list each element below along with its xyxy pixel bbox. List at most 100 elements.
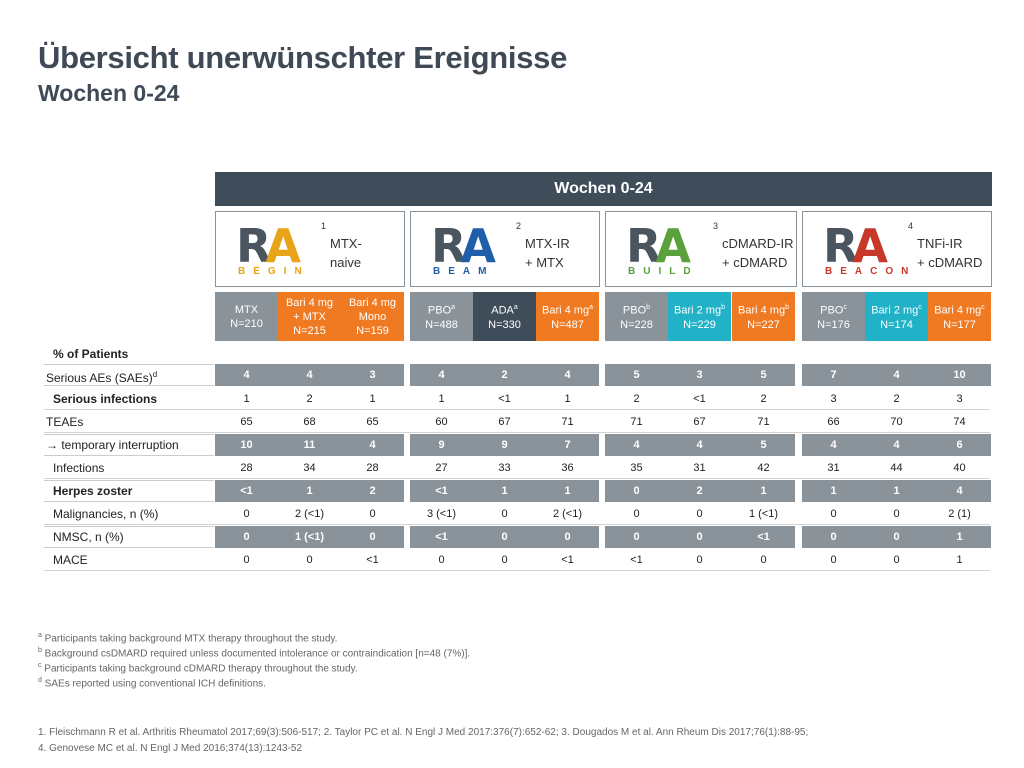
table-cell: 5 [760, 439, 767, 451]
study-population: MTX-IR + MTX [525, 236, 570, 270]
table-cell: 2 [306, 393, 313, 405]
table-cell: 1 [306, 485, 313, 497]
table-cell: 0 [633, 531, 640, 543]
table-cell: 74 [953, 416, 966, 428]
table-cell: 10 [953, 369, 966, 381]
row-shade-band [215, 364, 404, 386]
table-cell: <1 [366, 554, 379, 566]
table-cell: 42 [757, 462, 770, 474]
table-cell: 4 [306, 369, 313, 381]
table-cell: 0 [830, 531, 837, 543]
table-cell: 71 [630, 416, 643, 428]
study-box-beam: RA BEAM 2 MTX-IR + MTX [410, 211, 600, 287]
table-cell: 0 [501, 531, 508, 543]
table-cell: 2 (<1) [294, 508, 325, 520]
study-reference-number: 3 [713, 221, 719, 231]
table-row: Herpes zoster <1 1 2 <1 1 1 0 2 1 1 1 4 [44, 480, 991, 502]
table-cell: 1 [760, 485, 767, 497]
table-cell: 4 [956, 485, 963, 497]
table-cell: 4 [893, 369, 900, 381]
study-reference-number: 2 [516, 221, 522, 231]
table-cell: 67 [498, 416, 511, 428]
table-cell: 4 [369, 439, 376, 451]
row-shade-band [410, 434, 599, 456]
table-cell: 70 [890, 416, 903, 428]
table-cell: 2 [760, 393, 767, 405]
table-cell: 3 [830, 393, 837, 405]
row-shade-band [802, 480, 991, 502]
table-cell: 71 [561, 416, 574, 428]
table-cell: 28 [240, 462, 253, 474]
footnote: b Background csDMARD required unless doc… [38, 647, 471, 660]
page-subtitle: Wochen 0-24 [38, 80, 180, 106]
table-cell: 2 [369, 485, 376, 497]
table-cell: 28 [366, 462, 379, 474]
table-cell: 0 [243, 531, 250, 543]
table-cell: 2 [633, 393, 640, 405]
arm-header: Bari 4 mgc N=177 [928, 292, 991, 341]
row-shade-band [802, 364, 991, 386]
table-cell: 0 [369, 508, 376, 520]
table-cell: 35 [630, 462, 643, 474]
table-cell: 68 [303, 416, 316, 428]
table-cell: 4 [893, 439, 900, 451]
table-row: TEAEs 65 68 65 60 67 71 71 67 71 66 70 74 [44, 411, 990, 433]
table-cell: 31 [693, 462, 706, 474]
table-cell: 0 [501, 508, 508, 520]
ra-logo-mark: RA [626, 219, 691, 273]
table-cell: <1 [693, 393, 706, 405]
table-cell: 0 [564, 531, 571, 543]
reference-line: 1. Fleischmann R et al. Arthritis Rheuma… [38, 727, 809, 738]
table-cell: 1 [956, 531, 963, 543]
table-row: MACE 0 0 <1 0 0 <1 <1 0 0 0 0 1 [44, 549, 990, 571]
table-cell: 0 [243, 508, 250, 520]
table-cell: 10 [240, 439, 253, 451]
row-shade-band [215, 526, 404, 548]
row-label-background [44, 526, 214, 548]
table-cell: 9 [501, 439, 508, 451]
weeks-header-bar: Wochen 0-24 [215, 172, 992, 206]
study-logo-word: BUILD [628, 266, 699, 277]
row-shade-band [410, 480, 599, 502]
table-cell: 1 [893, 485, 900, 497]
table-cell: 0 [438, 554, 445, 566]
row-shade-band [215, 434, 404, 456]
arm-header: Bari 4 mg Mono N=159 [341, 292, 404, 341]
table-cell: 1 [564, 393, 571, 405]
study-box-beacon: RA BEACON 4 TNFi-IR + cDMARD [802, 211, 992, 287]
table-cell: <1 [435, 485, 448, 497]
row-label-background [44, 364, 214, 386]
row-shade-band [605, 434, 795, 456]
table-cell: 0 [306, 554, 313, 566]
table-cell: 11 [303, 439, 316, 451]
table-cell: 27 [435, 462, 448, 474]
table-cell: 2 [501, 369, 508, 381]
table-cell: 0 [760, 554, 767, 566]
table-cell: 0 [696, 508, 703, 520]
footnote: c Participants taking background cDMARD … [38, 662, 358, 675]
table-cell: 60 [435, 416, 448, 428]
table-cell: 1 [243, 393, 250, 405]
table-cell: 0 [369, 531, 376, 543]
table-cell: 7 [564, 439, 571, 451]
row-shade-band [410, 364, 599, 386]
table-cell: 3 [956, 393, 963, 405]
study-population: TNFi-IR + cDMARD [917, 236, 983, 270]
table-cell: <1 [435, 531, 448, 543]
row-label: TEAEs [46, 415, 84, 429]
table-cell: 1 [956, 554, 963, 566]
table-cell: 4 [830, 439, 837, 451]
table-cell: 65 [240, 416, 253, 428]
ra-logo-mark: RA [823, 219, 888, 273]
table-cell: 2 [893, 393, 900, 405]
table-cell: 2 (<1) [552, 508, 583, 520]
table-cell: 65 [366, 416, 379, 428]
ra-logo-mark: RA [431, 219, 496, 273]
arm-header: Bari 2 mgb N=229 [668, 292, 731, 341]
table-cell: 33 [498, 462, 511, 474]
table-cell: 36 [561, 462, 574, 474]
table-cell: <1 [757, 531, 770, 543]
table-cell: 4 [696, 439, 703, 451]
table-cell: 5 [760, 369, 767, 381]
row-shade-band [605, 526, 795, 548]
